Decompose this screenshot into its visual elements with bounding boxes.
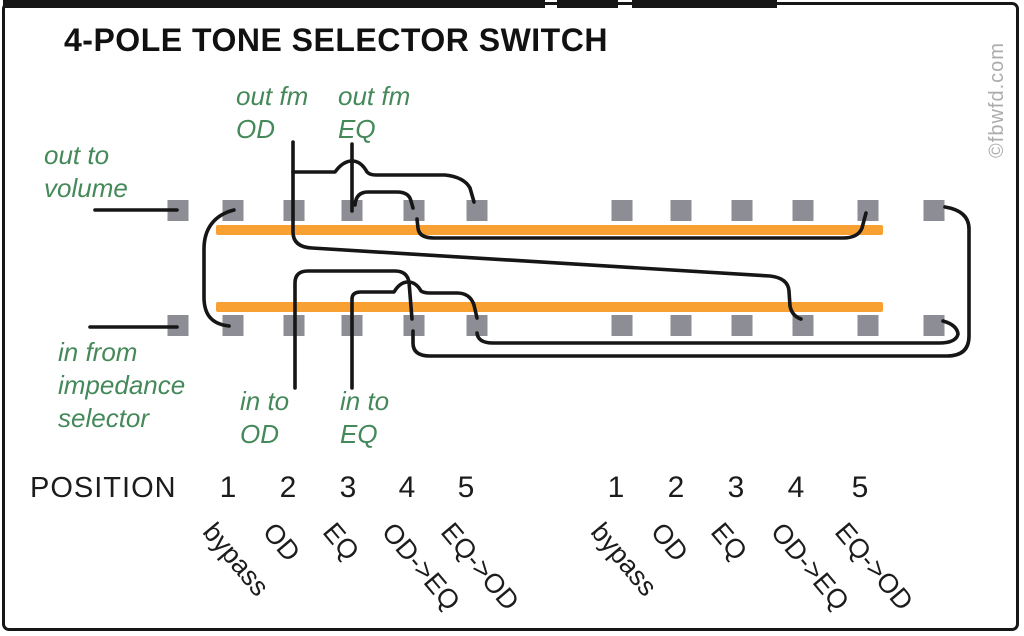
switch-wafer-bar — [216, 225, 883, 235]
terminal-bottom — [403, 315, 425, 336]
position-number-left-2: 2 — [279, 471, 297, 504]
position-number-right-4: 4 — [787, 471, 805, 504]
terminal-bottom — [222, 315, 244, 336]
terminal-top — [731, 200, 753, 221]
frame-top-bar — [557, 0, 618, 8]
frame-top-bar — [632, 0, 777, 8]
terminal-bottom — [792, 315, 814, 336]
wire-in-to-eq-to-bottom-p5 — [350, 280, 479, 390]
terminal-top — [857, 200, 879, 221]
wire-top-p4-to-top-right-p5 — [415, 211, 868, 240]
wire-in-to-od-to-bottom-p4 — [293, 269, 414, 390]
wire-od-tap-to-top-p5 — [291, 159, 476, 204]
terminal-top — [792, 200, 814, 221]
terminal-top — [611, 200, 633, 221]
position-number-right-5: 5 — [851, 471, 869, 504]
label-out-fm-eq: out fm EQ — [338, 81, 411, 144]
terminal-bottom — [923, 315, 945, 336]
label-out-fm-od: out fm OD — [236, 81, 309, 144]
label-out-to-volume: out to volume — [44, 140, 128, 203]
terminal-bottom — [466, 315, 488, 336]
terminal-bottom — [670, 315, 692, 336]
position-row-label: POSITION — [30, 472, 177, 504]
wire-bottom-p5-to-bottom-right-common — [475, 319, 960, 345]
position-number-left-1: 1 — [219, 471, 237, 504]
terminal-top — [403, 200, 425, 221]
position-number-right-2: 2 — [667, 471, 685, 504]
terminal-bottom — [167, 315, 189, 336]
label-in-from-impedance-selector: in from impedance selector — [58, 337, 186, 433]
position-number-right-1: 1 — [607, 471, 625, 504]
wire-bottom-p4-to-top-right-common — [411, 205, 971, 358]
wire-bypass-top-p1-to-bottom-p1 — [202, 208, 236, 328]
terminal-bottom — [611, 315, 633, 336]
terminal-top — [670, 200, 692, 221]
position-number-left-5: 5 — [457, 471, 475, 504]
position-number-left-3: 3 — [339, 471, 357, 504]
terminal-top — [923, 200, 945, 221]
wire-top-p3-to-top-p4 — [353, 190, 415, 210]
frame-top-bar — [3, 0, 545, 8]
terminal-bottom — [857, 315, 879, 336]
label-in-to-od: in to OD — [240, 386, 290, 449]
position-number-left-4: 4 — [398, 471, 416, 504]
page-title: 4-POLE TONE SELECTOR SWITCH — [64, 22, 608, 58]
terminal-bottom — [731, 315, 753, 336]
switch-wafer-bar — [216, 302, 883, 312]
terminal-top — [466, 200, 488, 221]
position-number-right-3: 3 — [727, 471, 745, 504]
label-in-to-eq: in to EQ — [340, 386, 390, 449]
watermark: ©fbwfd.com — [986, 42, 1008, 158]
wire-out-fm-od-to-bottom-right-p4 — [291, 140, 803, 321]
